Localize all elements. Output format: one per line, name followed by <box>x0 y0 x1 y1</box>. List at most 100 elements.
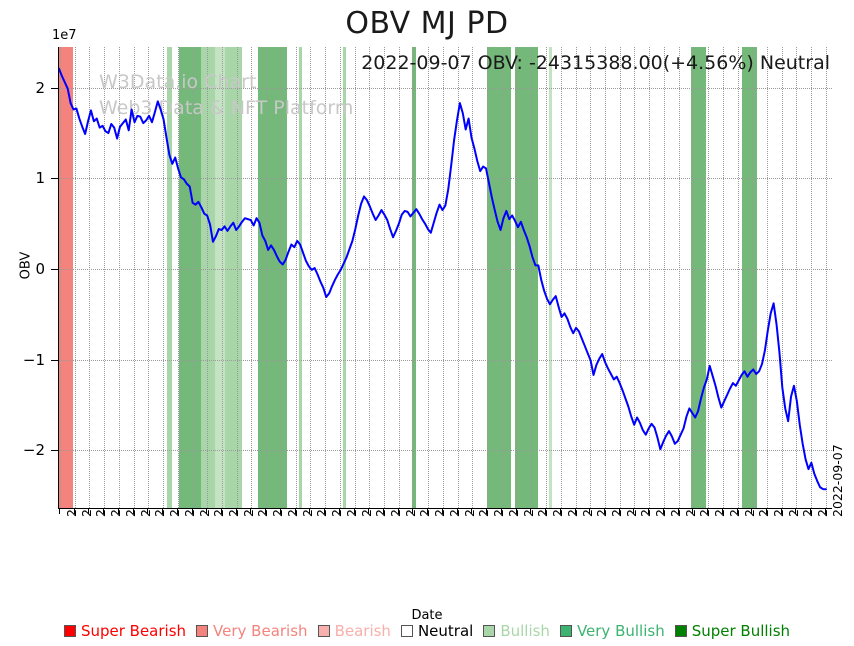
x-tick-mark <box>780 509 782 514</box>
legend-swatch-icon <box>483 625 496 637</box>
y-tick-mark <box>51 178 58 180</box>
legend-swatch-icon <box>317 625 330 637</box>
vertical-gridline <box>89 47 91 508</box>
legend-label: Very Bearish <box>213 622 308 640</box>
x-tick-mark <box>824 509 826 514</box>
condition-band <box>342 47 347 508</box>
x-tick-mark <box>589 509 591 514</box>
x-tick-mark <box>795 509 797 514</box>
legend-label: Very Bullish <box>576 622 665 640</box>
legend-item[interactable]: Super Bearish <box>63 622 187 640</box>
x-tick-mark <box>707 509 709 514</box>
y-tick-label: 1 <box>35 169 45 188</box>
x-tick-mark <box>677 509 679 514</box>
plot-area: W3Data.io Chart Web3 Data & NFT Platform <box>58 47 832 509</box>
legend-swatch-icon <box>559 625 572 637</box>
vertical-gridline <box>222 47 224 508</box>
vertical-gridline <box>60 47 61 508</box>
vertical-gridline <box>192 47 194 508</box>
x-tick-mark <box>603 509 605 514</box>
vertical-gridline <box>177 47 179 508</box>
vertical-gridline <box>163 47 165 508</box>
x-tick-mark <box>559 509 561 514</box>
chart-legend: Super Bearish Very Bearish Bearish Neutral B… <box>0 622 854 640</box>
condition-band <box>166 47 172 508</box>
condition-band <box>548 47 553 508</box>
x-tick-mark <box>383 509 385 514</box>
condition-band <box>178 47 202 508</box>
vertical-gridline <box>796 47 798 508</box>
x-tick-mark <box>662 509 664 514</box>
vertical-gridline <box>634 47 636 508</box>
x-tick-mark <box>309 509 311 514</box>
x-tick-mark <box>338 509 340 514</box>
legend-swatch-icon <box>400 625 413 637</box>
x-tick-mark <box>412 509 414 514</box>
y-tick-mark <box>51 268 58 270</box>
vertical-gridline <box>384 47 386 508</box>
horizontal-gridline <box>59 268 832 270</box>
vertical-gridline <box>693 47 695 508</box>
x-tick-mark <box>500 509 502 514</box>
vertical-gridline <box>74 47 76 508</box>
x-tick-mark <box>176 509 178 514</box>
vertical-gridline <box>604 47 606 508</box>
vertical-gridline <box>619 47 621 508</box>
vertical-gridline <box>148 47 150 508</box>
vertical-gridline <box>560 47 562 508</box>
x-tick-mark <box>221 509 223 514</box>
x-tick-mark <box>368 509 370 514</box>
vertical-gridline <box>516 47 518 508</box>
x-tick-mark <box>250 509 252 514</box>
condition-band <box>487 47 511 508</box>
x-tick-mark <box>353 509 355 514</box>
vertical-gridline <box>266 47 268 508</box>
vertical-gridline <box>737 47 739 508</box>
x-tick-mark <box>545 509 547 514</box>
x-tick-mark <box>530 509 532 514</box>
obv-line-series <box>59 67 827 491</box>
legend-swatch-icon <box>196 625 209 637</box>
x-tick-mark <box>456 509 458 514</box>
page-title: OBV MJ PD <box>345 6 509 41</box>
condition-band <box>298 47 303 508</box>
vertical-gridline <box>118 47 120 508</box>
vertical-gridline <box>811 47 813 508</box>
vertical-gridline <box>575 47 577 508</box>
legend-item[interactable]: Very Bullish <box>559 622 665 640</box>
x-tick-mark <box>59 509 60 514</box>
x-tick-mark <box>765 509 767 514</box>
vertical-gridline <box>339 47 341 508</box>
x-tick-mark <box>265 509 267 514</box>
vertical-gridline <box>354 47 356 508</box>
legend-label: Super Bearish <box>80 622 187 640</box>
legend-item[interactable]: Very Bearish <box>196 622 308 640</box>
vertical-gridline <box>663 47 665 508</box>
vertical-gridline <box>369 47 371 508</box>
condition-band <box>59 47 74 508</box>
x-tick-mark <box>324 509 326 514</box>
x-tick-mark <box>88 509 90 514</box>
vertical-gridline <box>428 47 430 508</box>
vertical-gridline <box>501 47 503 508</box>
legend-label: Neutral <box>417 622 474 640</box>
vertical-gridline <box>722 47 724 508</box>
vertical-gridline <box>766 47 768 508</box>
legend-label: Bullish <box>500 622 550 640</box>
legend-item[interactable]: Neutral <box>400 622 474 640</box>
legend-item[interactable]: Super Bullish <box>674 622 790 640</box>
y-tick-mark <box>51 450 58 452</box>
y-tick-mark <box>51 359 58 361</box>
vertical-gridline <box>398 47 400 508</box>
legend-item[interactable]: Bearish <box>317 622 391 640</box>
x-axis-title: Date <box>411 608 443 623</box>
x-tick-mark <box>618 509 620 514</box>
legend-swatch-icon <box>63 625 76 637</box>
horizontal-gridline <box>59 359 832 361</box>
x-tick-mark <box>721 509 723 514</box>
legend-item[interactable]: Bullish <box>483 622 550 640</box>
x-tick-mark <box>471 509 473 514</box>
x-tick-mark <box>294 509 296 514</box>
vertical-gridline <box>280 47 282 508</box>
